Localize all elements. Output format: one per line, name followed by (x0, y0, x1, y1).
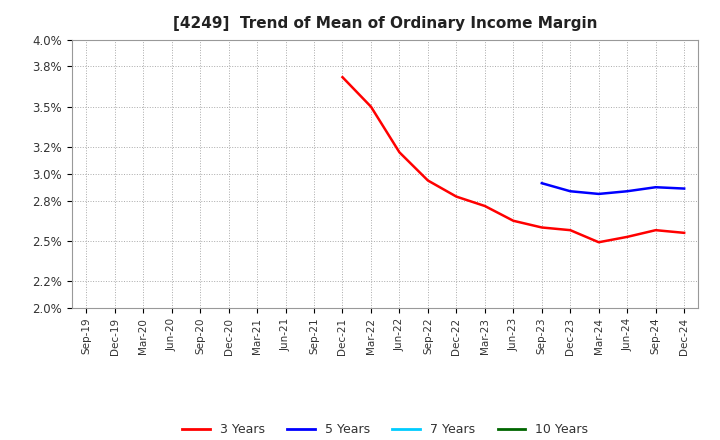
Title: [4249]  Trend of Mean of Ordinary Income Margin: [4249] Trend of Mean of Ordinary Income … (173, 16, 598, 32)
Legend: 3 Years, 5 Years, 7 Years, 10 Years: 3 Years, 5 Years, 7 Years, 10 Years (177, 418, 593, 440)
